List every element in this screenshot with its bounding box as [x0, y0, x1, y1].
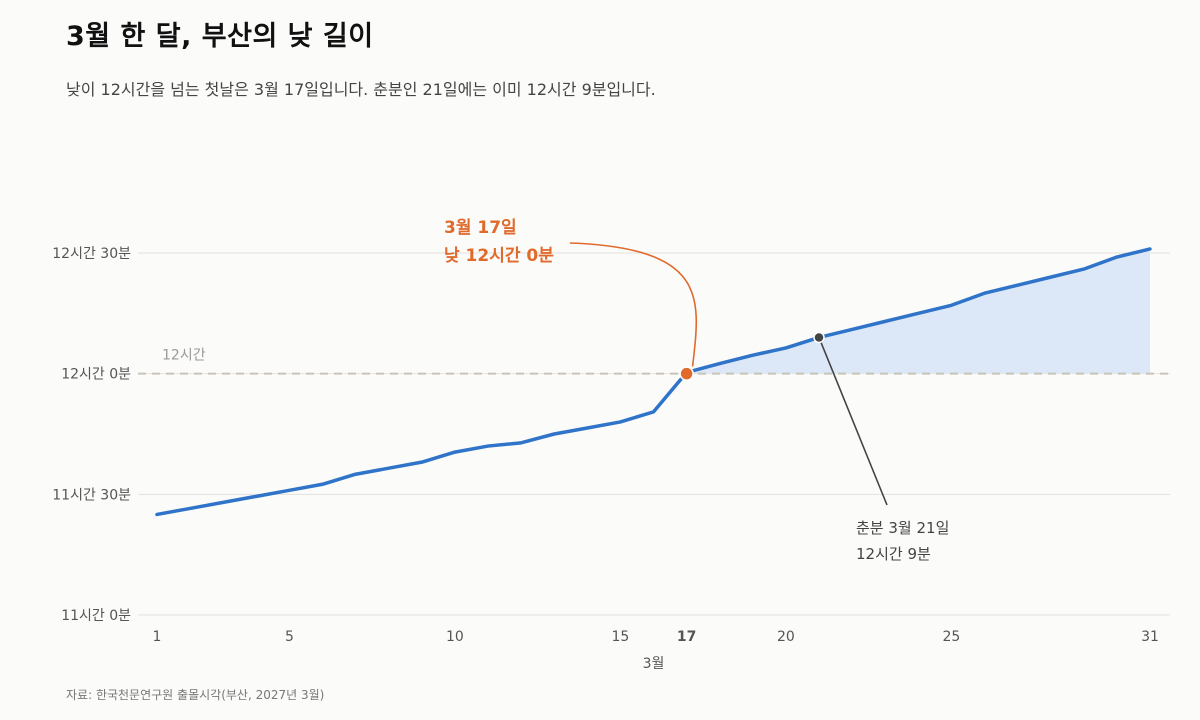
annotation-17-line1: 3월 17일	[444, 218, 517, 238]
reference-layer: 12시간	[138, 348, 1170, 375]
x-tick-label: 20	[777, 629, 795, 645]
annotation-21-line2: 12시간 9분	[856, 545, 931, 563]
equinox-point-21	[813, 331, 825, 344]
x-tick-label: 10	[446, 629, 464, 645]
x-tick-label: 1	[153, 629, 162, 645]
x-tick-label: 5	[285, 629, 294, 645]
y-tick-label: 12시간 0분	[61, 367, 131, 383]
y-tick-label: 11시간 0분	[61, 608, 131, 624]
line-layer	[155, 247, 1152, 517]
x-axis-label: 3월	[643, 656, 665, 672]
y-tick-label: 12시간 30분	[52, 246, 131, 262]
x-tick-label: 31	[1141, 629, 1159, 645]
x-tick-label: 15	[611, 629, 629, 645]
y-tick-label: 11시간 30분	[52, 487, 131, 503]
chart-subtitle: 낮이 12시간을 넘는 첫날은 3월 17일입니다. 춘분인 21일에는 이미 …	[66, 80, 656, 99]
annotation-21-line1: 춘분 3월 21일	[856, 519, 949, 537]
area-layer	[686, 248, 1150, 374]
annotation-connector-17	[569, 242, 698, 367]
above-12h-area	[686, 248, 1150, 374]
source-note: 자료: 한국천문연구원 출몰시각(부산, 2027년 3월)	[66, 688, 325, 702]
reference-line-label: 12시간	[162, 348, 206, 364]
annotation-17-line2: 낮 12시간 0분	[444, 246, 554, 266]
daylength-series-line	[155, 247, 1152, 517]
highlight-point-17	[679, 366, 694, 381]
x-tick-label: 25	[942, 629, 960, 645]
annotation-connector-21	[818, 337, 888, 506]
x-tick-label-highlight: 17	[677, 629, 696, 645]
chart-title: 3월 한 달, 부산의 낮 길이	[66, 21, 374, 52]
